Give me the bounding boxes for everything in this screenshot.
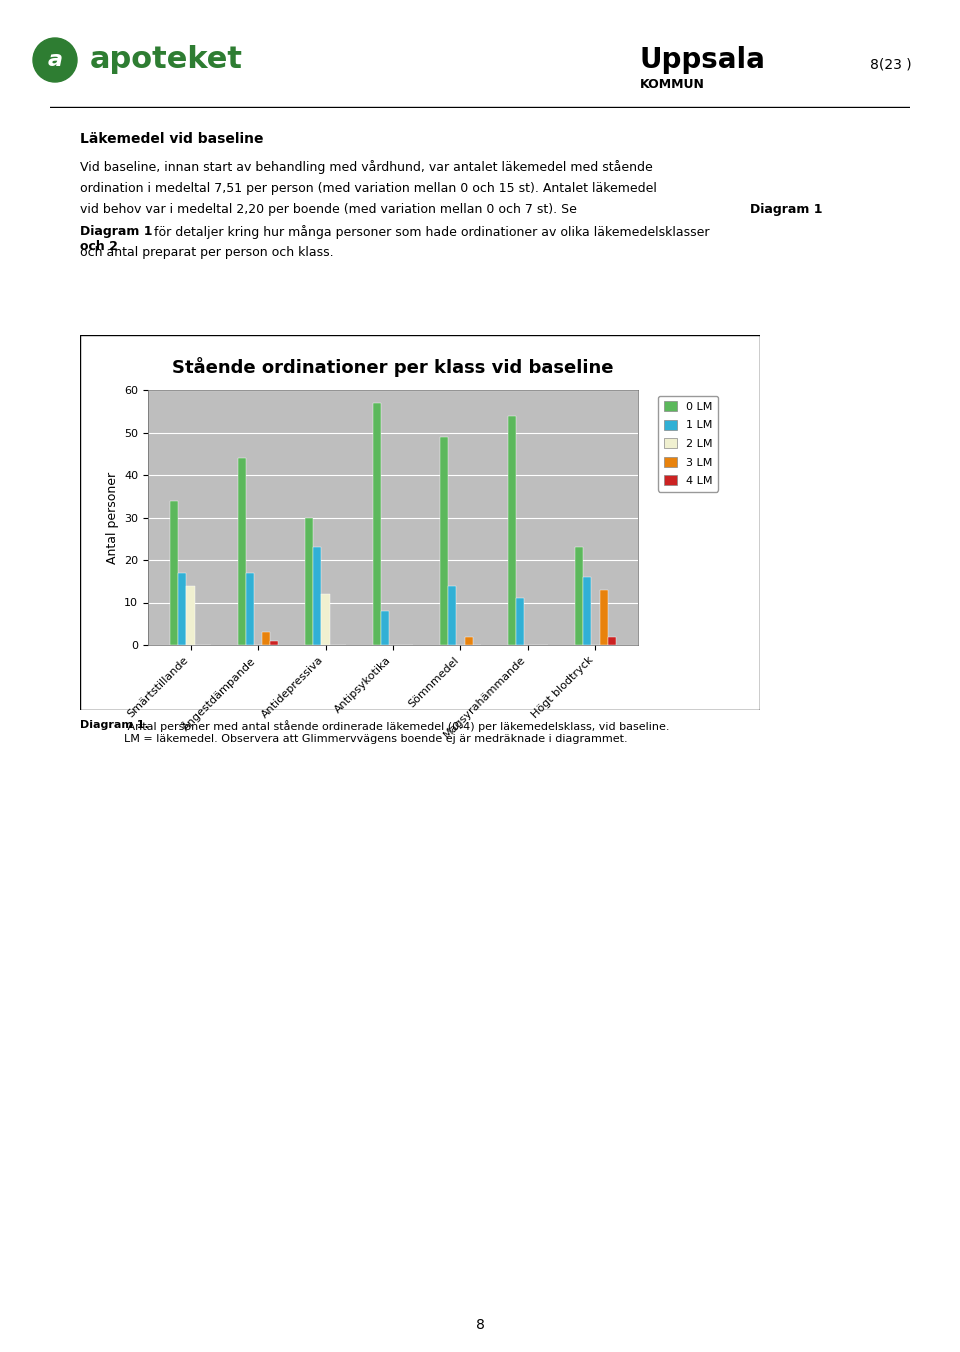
Bar (465, 637, 472, 645)
Text: Diagram 1.: Diagram 1. (80, 721, 149, 730)
Bar (575, 548, 584, 645)
Text: 8(23 ): 8(23 ) (870, 58, 912, 72)
Bar (270, 641, 278, 645)
Text: ordination i medeltal 7,51 per person (med variation mellan 0 och 15 st). Antale: ordination i medeltal 7,51 per person (m… (80, 183, 657, 195)
Bar (600, 589, 608, 645)
Bar (441, 437, 448, 645)
Text: Antal personer med antal stående ordinerade läkemedel (0-4) per läkemedelsklass,: Antal personer med antal stående ordiner… (124, 721, 669, 744)
Text: Uppsala: Uppsala (640, 46, 766, 74)
Bar (448, 585, 456, 645)
Bar (313, 548, 322, 645)
Text: apoteket: apoteket (90, 46, 243, 74)
Bar (179, 573, 186, 645)
Bar (508, 415, 516, 645)
Bar (372, 403, 381, 645)
Bar (516, 598, 524, 645)
Bar (608, 637, 615, 645)
Text: a: a (47, 50, 62, 70)
Text: Läkemedel vid baseline: Läkemedel vid baseline (80, 132, 263, 146)
Text: Diagram 1
och 2: Diagram 1 och 2 (80, 224, 153, 253)
Bar (238, 458, 246, 645)
Bar (246, 573, 254, 645)
Bar (584, 577, 591, 645)
Bar (305, 518, 313, 645)
Y-axis label: Antal personer: Antal personer (106, 472, 119, 564)
Text: för detaljer kring hur många personer som hade ordinationer av olika läkemedelsk: för detaljer kring hur många personer so… (151, 224, 709, 239)
Text: Vid baseline, innan start av behandling med vårdhund, var antalet läkemedel med : Vid baseline, innan start av behandling … (80, 161, 653, 174)
Bar (322, 594, 329, 645)
Bar (186, 585, 195, 645)
Circle shape (33, 38, 77, 82)
Legend: 0 LM, 1 LM, 2 LM, 3 LM, 4 LM: 0 LM, 1 LM, 2 LM, 3 LM, 4 LM (659, 396, 718, 492)
Bar (381, 611, 389, 645)
Text: Diagram 1: Diagram 1 (751, 203, 823, 216)
Text: KOMMUN: KOMMUN (640, 78, 705, 92)
Text: vid behov var i medeltal 2,20 per boende (med variation mellan 0 och 7 st). Se: vid behov var i medeltal 2,20 per boende… (80, 203, 581, 216)
Bar (262, 633, 270, 645)
Text: 8: 8 (475, 1318, 485, 1332)
Bar (170, 500, 179, 645)
Text: och antal preparat per person och klass.: och antal preparat per person och klass. (80, 246, 334, 260)
Title: Stående ordinationer per klass vid baseline: Stående ordinationer per klass vid basel… (172, 357, 613, 377)
